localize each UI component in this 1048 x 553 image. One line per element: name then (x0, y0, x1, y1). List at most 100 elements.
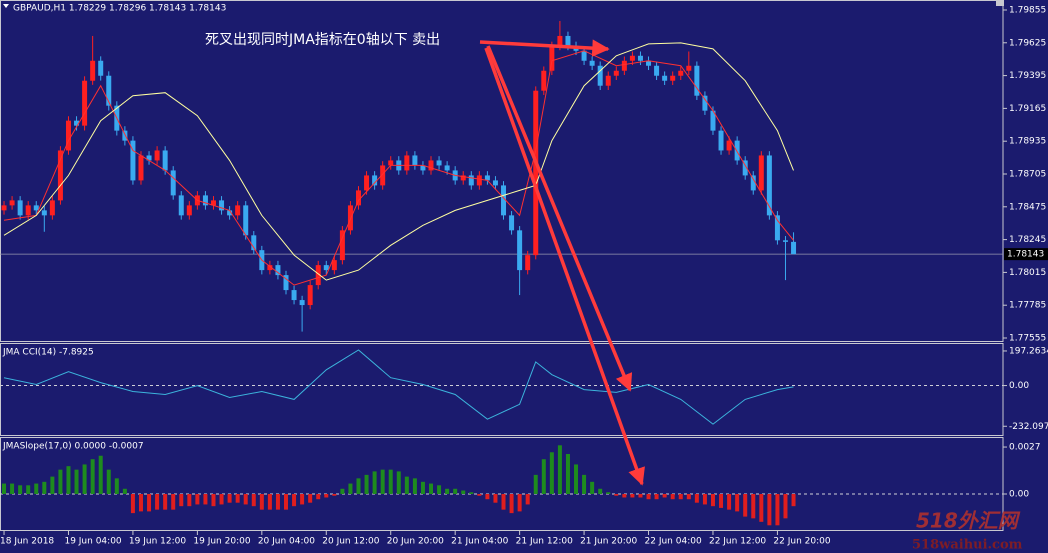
candle-body (219, 200, 225, 211)
candle-body (1, 205, 7, 211)
candle-body (283, 275, 289, 291)
candle-body (364, 175, 370, 191)
candle-body (662, 75, 668, 81)
candle-body (404, 155, 410, 171)
slope-bar (670, 494, 675, 500)
slope-bar (292, 494, 297, 507)
y-tick-label: 1.78475 (1009, 202, 1046, 212)
candle-body (766, 155, 772, 216)
candle-body (299, 300, 305, 306)
slope-bar (147, 494, 152, 512)
candle-body (138, 155, 144, 181)
candle-body (702, 95, 708, 111)
slope-bar (275, 494, 280, 510)
watermark-url: 518waihui.com (912, 538, 1023, 553)
slope-bar (759, 494, 764, 522)
candle-body (637, 55, 643, 61)
candle-body (492, 180, 498, 186)
arrows (479, 39, 645, 486)
arrow (484, 47, 645, 486)
candle-body (718, 130, 724, 151)
candle-body (605, 75, 611, 86)
slope-bar (404, 476, 409, 494)
y-tick-label: 1.78935 (1009, 137, 1046, 147)
plot-layer: 1.79855 1.79625 1.79395 1.79165 1.78935 1.787… (0, 5, 1048, 547)
candle-body (267, 265, 273, 271)
slope-bar (614, 494, 619, 496)
candle-body (33, 205, 39, 211)
candle-body (686, 65, 692, 71)
slope-bar (372, 471, 377, 494)
candle-body (251, 235, 257, 251)
y-tick-label: 0.00 (1009, 490, 1029, 500)
candle-body (581, 50, 587, 61)
slope-bar (364, 474, 369, 494)
indicator-line (3, 50, 794, 286)
window-button[interactable] (996, 0, 1004, 6)
candle-body (629, 55, 635, 61)
slope-bar (646, 494, 651, 500)
slope-bar (533, 474, 538, 494)
candle-body (589, 60, 595, 66)
y-tick-label: 0.0027 (1009, 443, 1041, 453)
x-tick-label: 21 Jun 04:00 (451, 537, 508, 547)
candle-body (654, 65, 660, 76)
candle-body (235, 205, 241, 216)
slope-bar (283, 494, 288, 510)
slope-bar (259, 494, 264, 510)
candle-body (742, 160, 748, 176)
slope-bar (90, 459, 95, 494)
slope-bar (42, 481, 47, 494)
candle-body (82, 80, 88, 126)
slope-bar (130, 494, 135, 514)
slope-bar (775, 494, 780, 526)
candle-body (202, 195, 208, 206)
slope-bar (388, 469, 393, 494)
annotation: 死叉出现同时JMA指标在0轴以下 卖出 (205, 32, 440, 48)
cci-panel-frame (0, 343, 1004, 436)
slope-bar (638, 494, 643, 498)
candle-body (356, 190, 362, 206)
candle-body (791, 241, 797, 255)
candle-body (315, 265, 321, 286)
cci-line (3, 349, 794, 425)
candle-body (646, 60, 652, 66)
slope-bar (332, 494, 337, 496)
slope-bar (445, 488, 450, 494)
slope-bar (187, 494, 192, 507)
candle-body (774, 215, 780, 241)
candle-body (597, 65, 603, 86)
slope-bar (565, 454, 570, 494)
candle-body (678, 70, 684, 76)
x-tick-label: 19 Jun 12:00 (129, 537, 186, 547)
slope-bar (557, 445, 562, 494)
x-tick-label: 19 Jun 04:00 (64, 537, 121, 547)
slope-bar (324, 494, 329, 498)
candle-body (186, 205, 192, 216)
y-tick-label: 1.78245 (1009, 235, 1046, 245)
candle-body (331, 260, 337, 271)
slope-bar (493, 494, 498, 503)
candle-body (694, 65, 700, 96)
slope-bar (138, 494, 143, 512)
candle-body (460, 175, 466, 181)
candle-body (613, 70, 619, 76)
slope-bar (74, 469, 79, 494)
candle-body (275, 265, 281, 276)
slope-bar (630, 494, 635, 498)
candle-body (412, 155, 418, 166)
y-tick-label: 1.79395 (1009, 71, 1046, 81)
slope-bar (380, 469, 385, 494)
slope-bar (485, 494, 490, 500)
slope-bar (437, 485, 442, 494)
watermark: 518外汇网 (916, 509, 1021, 533)
slope-bar (227, 494, 232, 503)
price-tag: 1.78143 (1007, 250, 1044, 260)
x-tick-label: 22 Jun 12:00 (709, 537, 766, 547)
slope-bar (509, 494, 514, 514)
x-tick-label: 18 Jun 2018 (0, 537, 54, 547)
slope-bar (195, 494, 200, 505)
menu-icon[interactable] (3, 4, 9, 8)
slope-bar (694, 494, 699, 503)
candle-body (557, 35, 563, 46)
